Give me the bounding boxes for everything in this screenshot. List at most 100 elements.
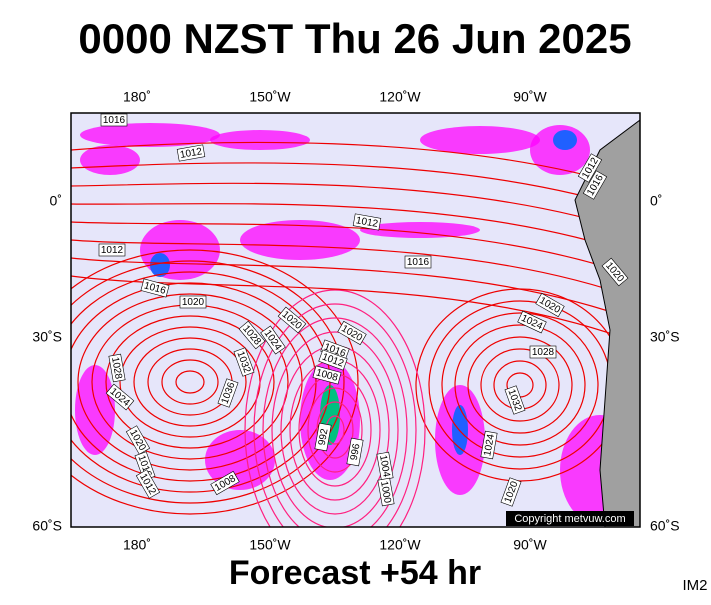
isobar [71, 182, 640, 235]
isobar-label-box [277, 306, 307, 334]
isobar-label-box [529, 345, 557, 359]
isobar-label-box [217, 378, 239, 408]
isobar-label-box [404, 255, 432, 269]
lon-label-top: 180˚ [123, 89, 151, 105]
isobar-label-text: 1000 [378, 480, 393, 504]
precip-area [75, 365, 115, 455]
isobar-label-box [314, 422, 332, 452]
isobar-label-box [260, 325, 286, 355]
isobar-label-text: 1012 [355, 215, 379, 230]
lat-label-right: 30˚S [650, 329, 680, 345]
isobar-label: 1020 [179, 295, 207, 309]
isobar-label-box [179, 295, 207, 309]
isobar-label-box [346, 437, 364, 467]
isobar-label-box [176, 144, 206, 162]
isobar [71, 249, 359, 515]
precip-area [80, 123, 220, 147]
isobar [316, 401, 354, 459]
isobar [105, 315, 275, 449]
isobar [71, 257, 640, 323]
isobar-label-box [377, 477, 395, 507]
isobar-label-text: 992 [317, 428, 331, 447]
isobar [71, 162, 640, 213]
isobar-label-box [500, 477, 522, 507]
precip-area [210, 130, 310, 150]
precip-area [205, 430, 275, 490]
isobar-label-box [504, 385, 526, 415]
isobar-label: 1012 [176, 144, 206, 162]
precip-area [240, 220, 360, 260]
isobar-label: 992 [314, 422, 332, 452]
map-field [71, 119, 640, 527]
isobar-label: 1016 [100, 113, 128, 127]
isobar [307, 387, 363, 473]
lon-label-top: 150˚W [249, 89, 291, 105]
copyright-box [506, 511, 634, 526]
heavy-precip [452, 405, 468, 455]
isobar-label-text: 996 [349, 443, 363, 462]
isobar-label-text: 1016 [407, 257, 430, 268]
copyright: Copyright metvuw.com [514, 513, 625, 525]
isobar-label-box [238, 320, 266, 350]
lon-label-bottom: 180˚ [123, 537, 151, 553]
isobar [133, 337, 247, 427]
isobar-label-box [601, 257, 629, 287]
lon-label-top: 90˚W [513, 89, 547, 105]
isobar [244, 289, 426, 527]
isobar-label-box [535, 292, 565, 318]
isobar-label-text: 1028 [532, 347, 555, 358]
isobar-label-box [100, 113, 128, 127]
isobar-label-box [352, 213, 382, 231]
isobar [253, 303, 417, 527]
isobar-label-box [210, 470, 240, 496]
isobar-label-box [125, 425, 151, 455]
forecast-label: Forecast +54 hr [229, 554, 481, 592]
isobar-label-box [98, 243, 126, 257]
isobar-label: 1024 [480, 430, 498, 460]
isobar-label: 1008 [312, 365, 342, 385]
isobar-label: 1012 [98, 243, 126, 257]
isobar [441, 312, 599, 458]
isobar-label: 1016 [140, 278, 170, 298]
isobar [161, 359, 219, 405]
isobar [71, 221, 640, 279]
isobar [175, 370, 205, 394]
isobar [71, 239, 640, 301]
isobar-label-text: 1028 [109, 356, 124, 380]
heavy-precip [150, 253, 170, 277]
isobar-label: 1016 [404, 255, 432, 269]
lon-label-bottom: 90˚W [513, 537, 547, 553]
isobar-label-box [140, 278, 170, 298]
isobar-label: 1004 [376, 451, 394, 481]
isobar [71, 260, 345, 504]
isobar-label-box [318, 349, 348, 371]
heavy-precip [553, 130, 577, 150]
title: 0000 NZST Thu 26 Jun 2025 [78, 15, 631, 62]
isobar-label: 1012 [352, 213, 382, 231]
lat-label-right: 0˚ [650, 193, 662, 209]
isobar-label-text: 1024 [482, 433, 497, 457]
isobar-label: 1000 [377, 477, 395, 507]
isobar [480, 348, 560, 422]
isobar-label-box [582, 170, 608, 200]
isobar-label: 1028 [529, 345, 557, 359]
lat-label-left: 0˚ [50, 193, 62, 209]
lon-label-bottom: 150˚W [249, 537, 291, 553]
isobar [454, 324, 586, 446]
isobar-label-text: 1012 [179, 146, 203, 161]
isobar-label-box [108, 353, 126, 383]
isobar-label-text: 1016 [103, 115, 126, 126]
isobar [467, 336, 573, 434]
isobar [71, 275, 640, 345]
coastline [574, 119, 640, 527]
isobar-label-text: 1020 [182, 297, 205, 308]
isobar-label-text: 1004 [377, 454, 392, 478]
isobar-label-box [135, 469, 161, 499]
map-frame [70, 112, 641, 528]
isobar [262, 317, 408, 527]
precip-area [420, 126, 540, 154]
isobar-label-box [517, 310, 547, 334]
isobar [71, 203, 640, 257]
